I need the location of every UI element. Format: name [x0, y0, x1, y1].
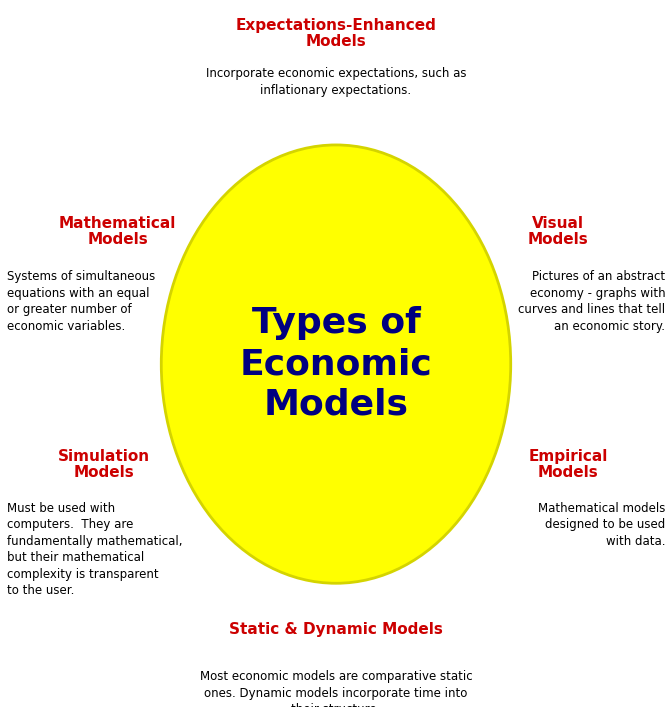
Text: Systems of simultaneous
equations with an equal
or greater number of
economic va: Systems of simultaneous equations with a…	[7, 270, 155, 332]
Text: Mathematical models
designed to be used
with data.: Mathematical models designed to be used …	[538, 502, 665, 548]
Text: Incorporate economic expectations, such as
inflationary expectations.: Incorporate economic expectations, such …	[206, 67, 466, 97]
Text: Most economic models are comparative static
ones. Dynamic models incorporate tim: Most economic models are comparative sta…	[200, 670, 472, 707]
Text: Expectations-Enhanced
Models: Expectations-Enhanced Models	[236, 18, 436, 49]
Ellipse shape	[161, 145, 511, 583]
Text: Simulation
Models: Simulation Models	[58, 449, 151, 480]
Text: Must be used with
computers.  They are
fundamentally mathematical,
but their mat: Must be used with computers. They are fu…	[7, 502, 182, 597]
Text: Visual
Models: Visual Models	[528, 216, 588, 247]
Text: Pictures of an abstract
economy - graphs with
curves and lines that tell
an econ: Pictures of an abstract economy - graphs…	[518, 270, 665, 332]
Text: Empirical
Models: Empirical Models	[528, 449, 607, 480]
Text: Static & Dynamic Models: Static & Dynamic Models	[229, 622, 443, 637]
Text: Mathematical
Models: Mathematical Models	[59, 216, 176, 247]
Text: Types of
Economic
Models: Types of Economic Models	[240, 306, 432, 422]
